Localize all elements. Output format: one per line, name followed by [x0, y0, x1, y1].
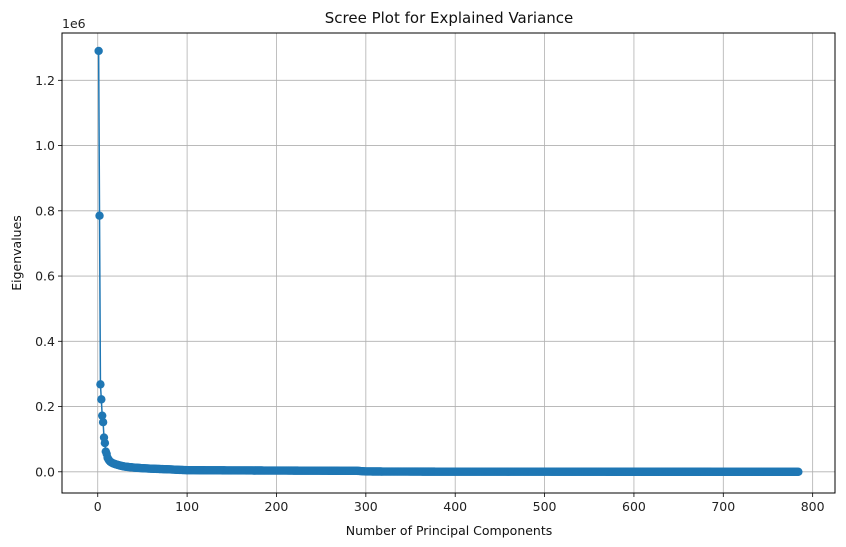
y-tick-label: 0.0 [35, 464, 55, 479]
data-point [100, 438, 110, 448]
x-tick-label: 200 [265, 499, 289, 514]
x-tick-label: 600 [622, 499, 646, 514]
y-tick-label: 1.2 [35, 73, 55, 88]
y-axis-label: Eigenvalues [9, 215, 24, 291]
x-tick-label: 800 [801, 499, 825, 514]
data-point [96, 380, 105, 389]
chart-title: Scree Plot for Explained Variance [325, 9, 574, 27]
x-axis-ticks: 0 100 200 300 400 500 600 700 800 [94, 493, 825, 514]
x-tick-label: 100 [175, 499, 199, 514]
x-tick-label: 700 [711, 499, 735, 514]
y-tick-label: 0.6 [35, 269, 55, 284]
data-point [794, 467, 803, 476]
y-tick-label: 0.2 [35, 399, 55, 414]
data-point [97, 395, 106, 404]
data-point [98, 411, 107, 420]
y-offset-label: 1e6 [62, 16, 86, 31]
data-point [98, 418, 108, 427]
x-tick-label: 300 [354, 499, 378, 514]
data-series [94, 46, 803, 476]
x-tick-label: 400 [443, 499, 467, 514]
x-tick-label: 0 [94, 499, 102, 514]
x-tick-label: 500 [533, 499, 557, 514]
y-tick-label: 1.0 [35, 138, 55, 153]
y-axis-ticks: 0.0 0.2 0.4 0.6 0.8 1.0 1.2 [35, 73, 62, 479]
plot-frame [61, 32, 836, 494]
y-tick-label: 0.8 [35, 203, 55, 218]
data-point [95, 211, 104, 220]
data-point [94, 46, 103, 56]
y-tick-label: 0.4 [35, 334, 55, 349]
x-axis-label: Number of Principal Components [346, 523, 553, 538]
